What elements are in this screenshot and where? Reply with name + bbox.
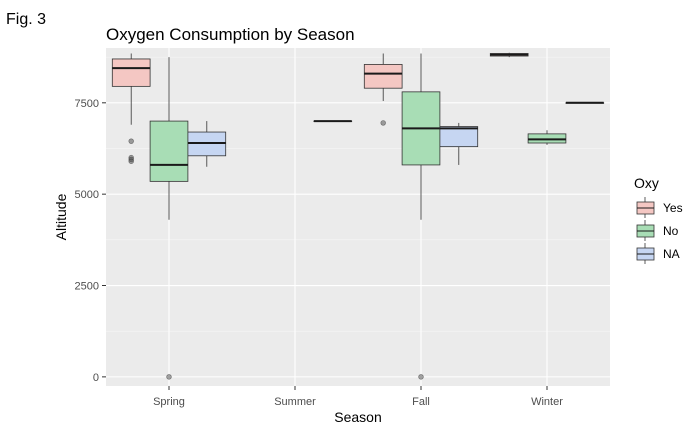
outlier-point — [166, 374, 172, 380]
legend-title: Oxy — [634, 175, 659, 191]
y-tick-label: 7500 — [75, 98, 99, 110]
boxplot-yes-winter — [489, 52, 529, 58]
legend: Oxy Yes No NA — [634, 175, 683, 264]
boxplot-na-winter — [565, 101, 605, 104]
chart-title: Oxygen Consumption by Season — [106, 25, 355, 44]
figure-label: Fig. 3 — [6, 11, 46, 28]
box-iqr — [439, 126, 479, 148]
y-tick-label: 2500 — [75, 281, 99, 293]
plot-panel — [106, 48, 610, 386]
x-axis-ticks: Spring Summer Fall Winter — [153, 386, 563, 408]
legend-label: NA — [663, 247, 680, 261]
box-iqr — [363, 64, 403, 89]
legend-item-no: No — [636, 220, 679, 241]
outlier-point — [418, 374, 424, 380]
x-axis-title: Season — [334, 409, 381, 425]
boxplot-yes-fall — [363, 53, 403, 126]
outlier-point — [128, 158, 134, 164]
y-tick-label: 5000 — [75, 189, 99, 201]
legend-label: Yes — [663, 201, 683, 215]
y-axis-title: Altitude — [53, 193, 69, 240]
boxplot-no-spring — [149, 57, 189, 380]
outlier-point — [128, 138, 134, 144]
y-axis-ticks: 0 2500 5000 7500 — [75, 98, 106, 384]
legend-label: No — [663, 224, 679, 238]
box-iqr — [149, 120, 189, 182]
box-iqr — [111, 58, 151, 87]
boxplot-yes-spring — [111, 53, 151, 164]
legend-item-yes: Yes — [636, 197, 683, 218]
boxplot-na-spring — [187, 121, 227, 167]
boxplot-na-summer — [313, 120, 353, 123]
y-tick-label: 0 — [93, 372, 99, 384]
legend-item-na: NA — [636, 243, 680, 264]
boxplots — [111, 52, 605, 380]
outlier-point — [380, 120, 386, 126]
x-tick-label: Spring — [153, 396, 185, 408]
x-tick-label: Winter — [531, 396, 563, 408]
x-tick-label: Fall — [412, 396, 430, 408]
boxplot-na-fall — [439, 122, 479, 165]
boxplot-no-winter — [527, 130, 567, 145]
x-tick-label: Summer — [274, 396, 316, 408]
